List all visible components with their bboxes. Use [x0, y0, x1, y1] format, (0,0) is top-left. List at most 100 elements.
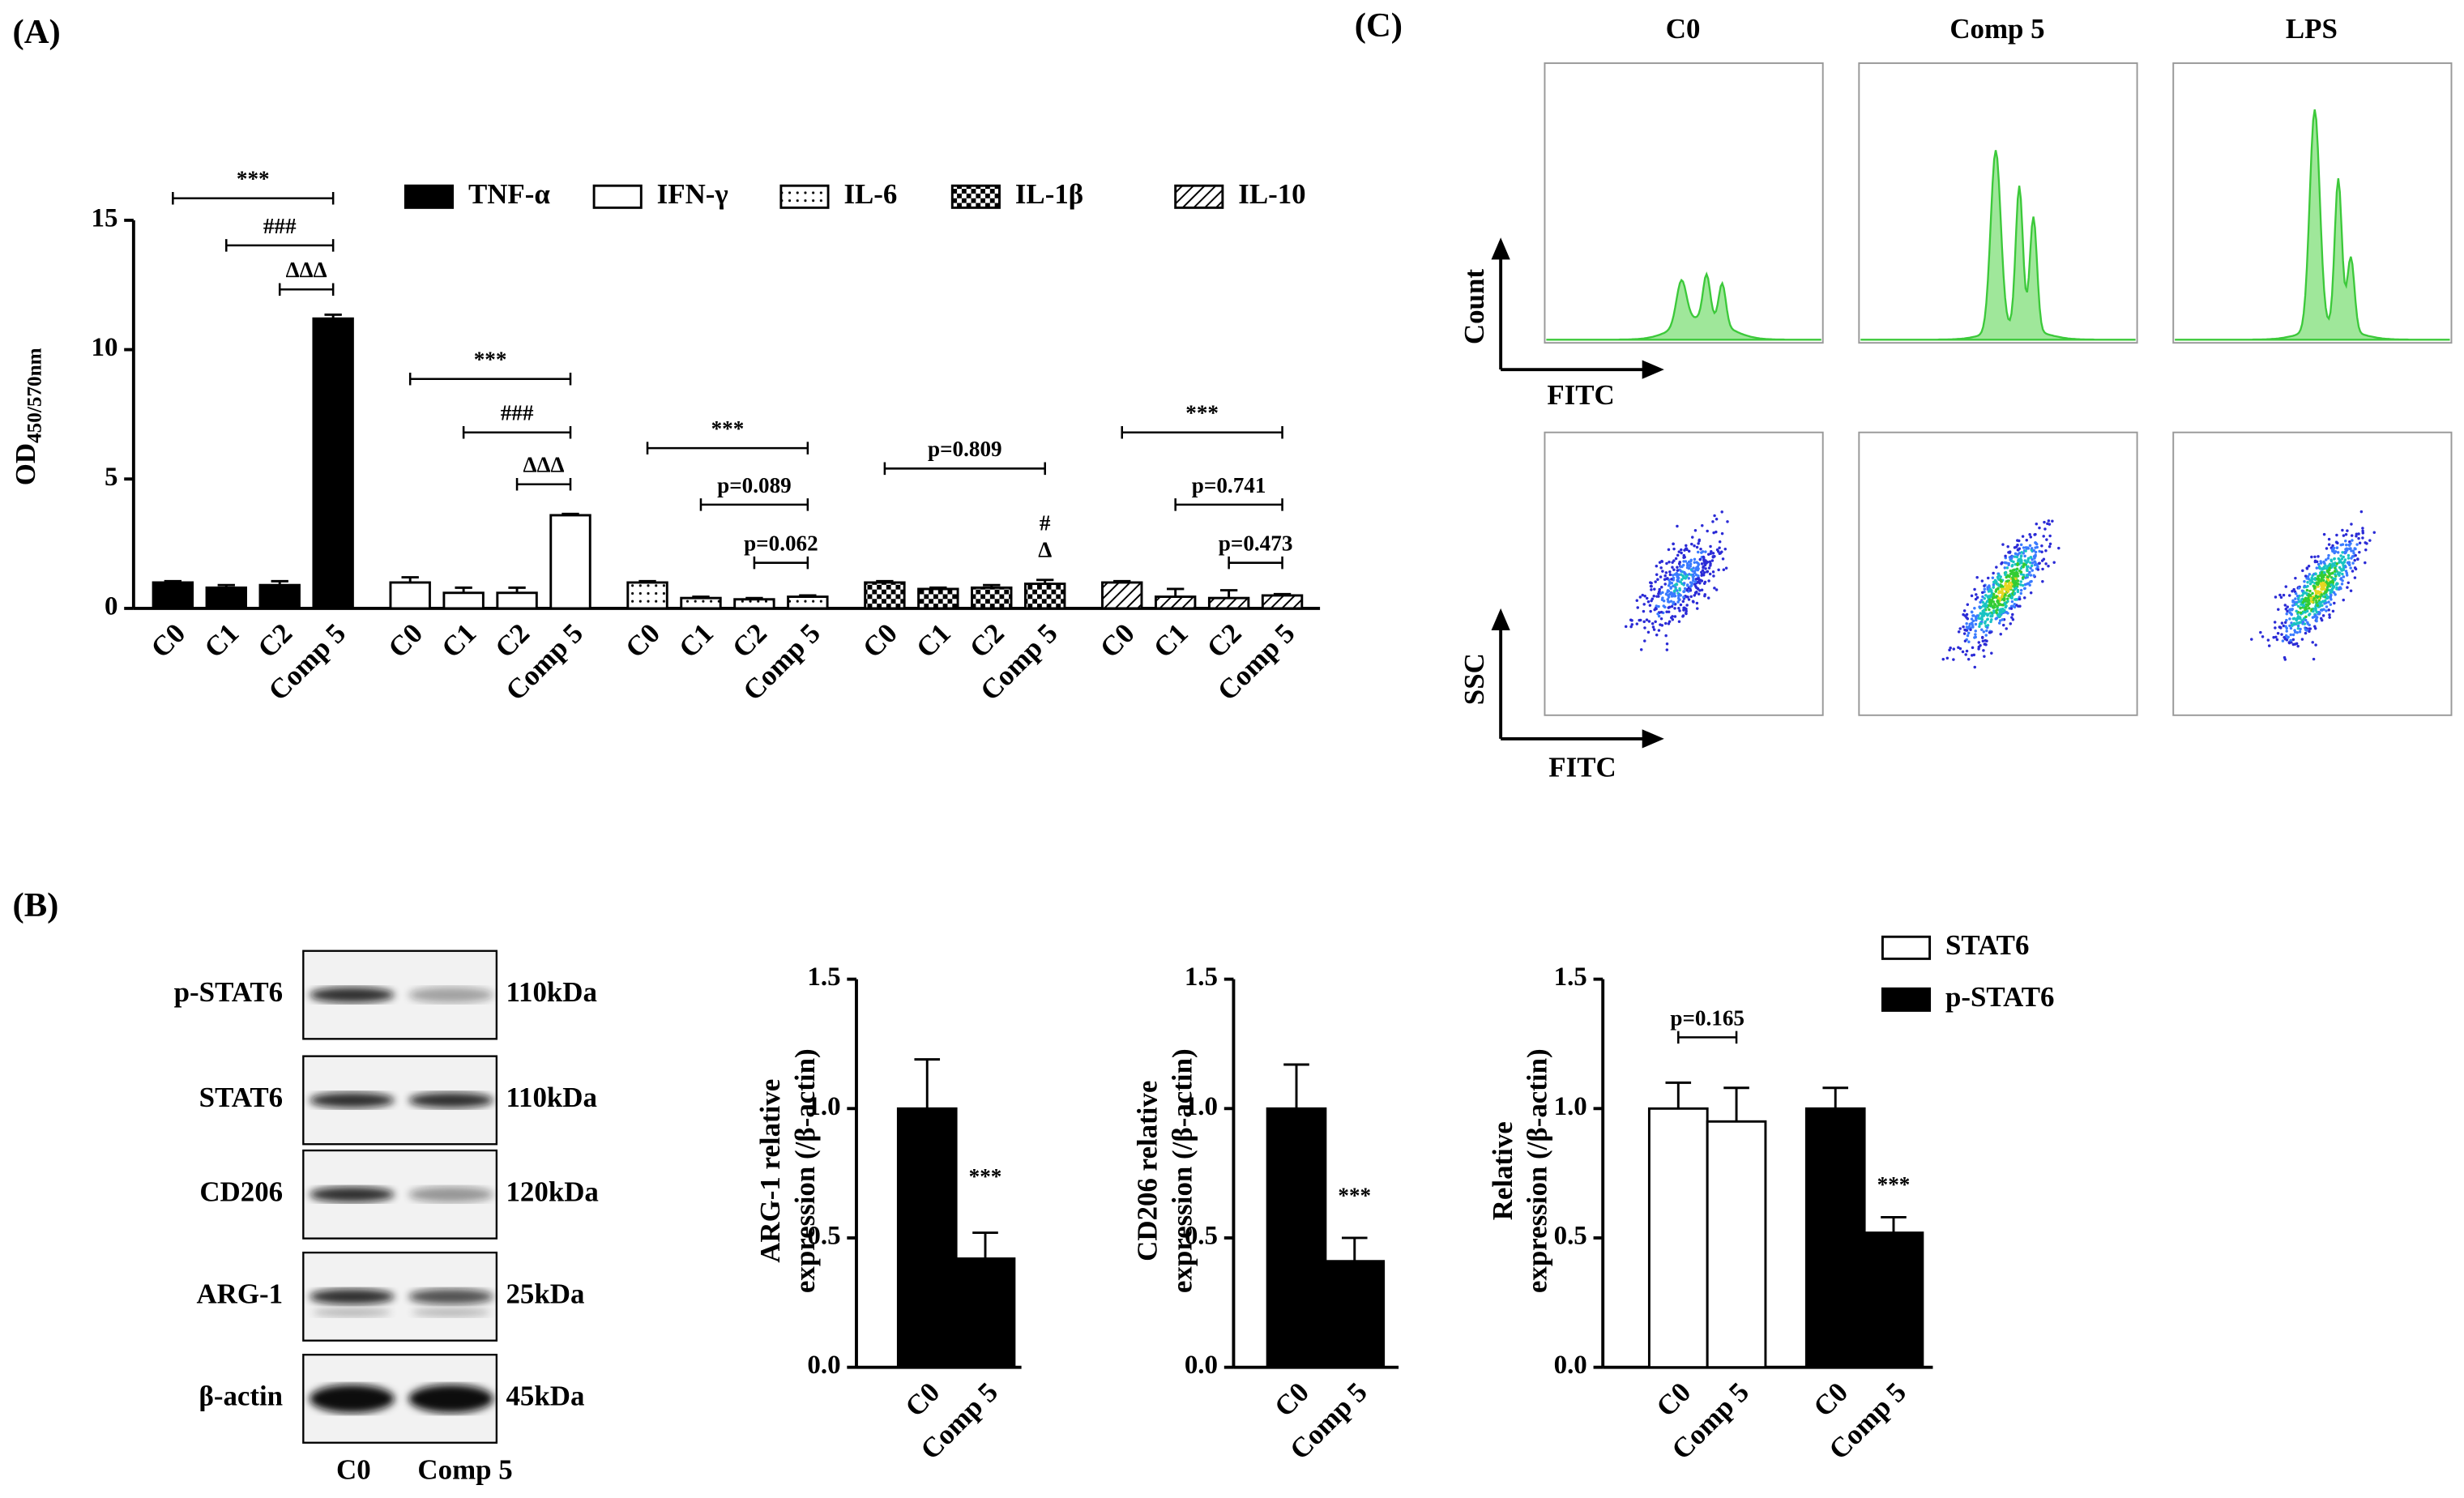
scatter-dot: [2280, 621, 2284, 625]
scatter-dot: [1995, 588, 1998, 591]
scatter-dot: [2292, 587, 2295, 591]
scatter-dot: [2028, 533, 2031, 536]
scatter-dot: [1704, 567, 1707, 570]
scatter-dot: [1671, 565, 1674, 570]
scatter-dot: [2001, 543, 2005, 546]
scatter-dot: [1677, 550, 1681, 553]
scatter-dot: [1962, 632, 1967, 635]
scatter-dot: [1995, 595, 1999, 599]
scatter-dot: [2320, 618, 2324, 622]
error-bar: [1113, 579, 1131, 583]
annotation: ***: [711, 416, 745, 441]
scatter-dot: [2304, 574, 2308, 578]
scatter-dot: [1984, 594, 1988, 597]
scatter-dot: [2334, 573, 2337, 576]
scatter-dot: [1630, 623, 1634, 626]
scatter-dot: [1650, 621, 1655, 625]
scatter-dot: [2013, 577, 2018, 581]
scatter-dot: [2308, 627, 2312, 630]
scatter-dot: [2025, 539, 2029, 542]
annotation: p=0.741: [1192, 473, 1266, 497]
error-bar: [1219, 589, 1238, 599]
scatter-dot: [2355, 543, 2359, 546]
scatter-dot: [2014, 571, 2018, 575]
scatter-dot: [2323, 570, 2326, 574]
scatter-dot: [2274, 595, 2278, 599]
scatter-dot: [2352, 552, 2355, 555]
scatter-dot: [2010, 595, 2013, 599]
error-bar: [271, 579, 288, 586]
scatter-dot: [1648, 604, 1652, 607]
y-axis-label: CD206 relative: [1132, 1081, 1164, 1261]
scatter-dot: [1661, 591, 1664, 595]
flow-column-title: C0: [1666, 13, 1701, 45]
error-bar: [914, 1058, 941, 1109]
scatter-dot: [2288, 608, 2292, 612]
scatter-dot: [1679, 580, 1682, 584]
scatter-dot: [2317, 590, 2320, 593]
scatter-dot: [1973, 606, 1976, 610]
scatter-dot: [2286, 609, 2289, 613]
scatter-dot: [2005, 627, 2008, 630]
scatter-dot: [2325, 605, 2329, 608]
blot-band: [310, 987, 395, 1003]
error-bar: [1283, 1063, 1309, 1109]
scatter-dot: [2294, 576, 2297, 580]
scatter-dot: [2327, 553, 2330, 557]
scatter-dot: [1641, 593, 1645, 597]
scatter-dot: [1667, 584, 1671, 587]
scatter-dot: [2003, 566, 2007, 570]
scatter-dot: [2283, 636, 2286, 639]
scatter-dot: [2032, 548, 2035, 553]
scatter-dot: [2312, 609, 2315, 613]
scatter-dot: [1645, 618, 1649, 621]
scatter-dot: [1715, 530, 1718, 534]
scatter-dot: [1973, 587, 1976, 591]
scatter-dot: [2003, 587, 2007, 591]
scatter-dot: [2355, 534, 2358, 538]
scatter-dot: [2299, 611, 2303, 615]
scatter-dot: [2340, 583, 2344, 586]
error-bar: [876, 579, 894, 583]
scatter-dot: [2040, 544, 2043, 548]
bar: [971, 586, 1013, 610]
blot-size-label: 110kDa: [506, 1082, 596, 1113]
scatter-dot: [1698, 589, 1702, 592]
scatter-dot: [1674, 587, 1677, 591]
scatter-dot: [1697, 542, 1700, 545]
significance-bracket: [278, 283, 335, 296]
scatter-dot: [1982, 630, 1986, 634]
scatter-dot: [1986, 625, 1989, 630]
western-blot: p-STAT6 110kDa STAT6 110kDa CD206 120kDa ARG-1…: [174, 950, 599, 1486]
scatter-dot: [2308, 573, 2312, 576]
legend-label: IL-6: [843, 178, 897, 210]
scatter-dot: [1691, 570, 1694, 573]
blot-band: [408, 1384, 493, 1413]
scatter-dot: [2351, 555, 2355, 558]
scatter-dot: [2325, 595, 2329, 600]
scatter-dot: [2349, 589, 2353, 592]
scatter-dot: [1990, 618, 1993, 621]
scatter-dot: [2305, 609, 2309, 613]
scatter-dot: [2322, 532, 2326, 536]
scatter-dot: [1996, 596, 2001, 600]
scatter-dot: [1685, 544, 1688, 548]
y-axis-label: expression (/β-actin): [1166, 1048, 1198, 1293]
scatter-dot: [2034, 541, 2037, 544]
scatter-dot: [1663, 574, 1667, 578]
scatter-dot: [2321, 614, 2325, 617]
y-tick-label: 0.5: [1185, 1222, 1218, 1251]
scatter-dot: [2304, 603, 2308, 606]
scatter-dot: [2013, 592, 2017, 595]
scatter-dot: [2000, 584, 2004, 587]
scatter-dot: [2042, 557, 2046, 561]
scatter-dot: [2353, 576, 2357, 579]
blot-band: [408, 1092, 493, 1108]
scatter-dot: [1679, 565, 1683, 569]
scatter-dot: [1681, 600, 1685, 604]
scatter-dot: [2354, 567, 2358, 571]
x-tick-label: C0: [145, 617, 192, 664]
scatter-dot: [1664, 621, 1668, 625]
scatter-dot: [1668, 600, 1671, 604]
